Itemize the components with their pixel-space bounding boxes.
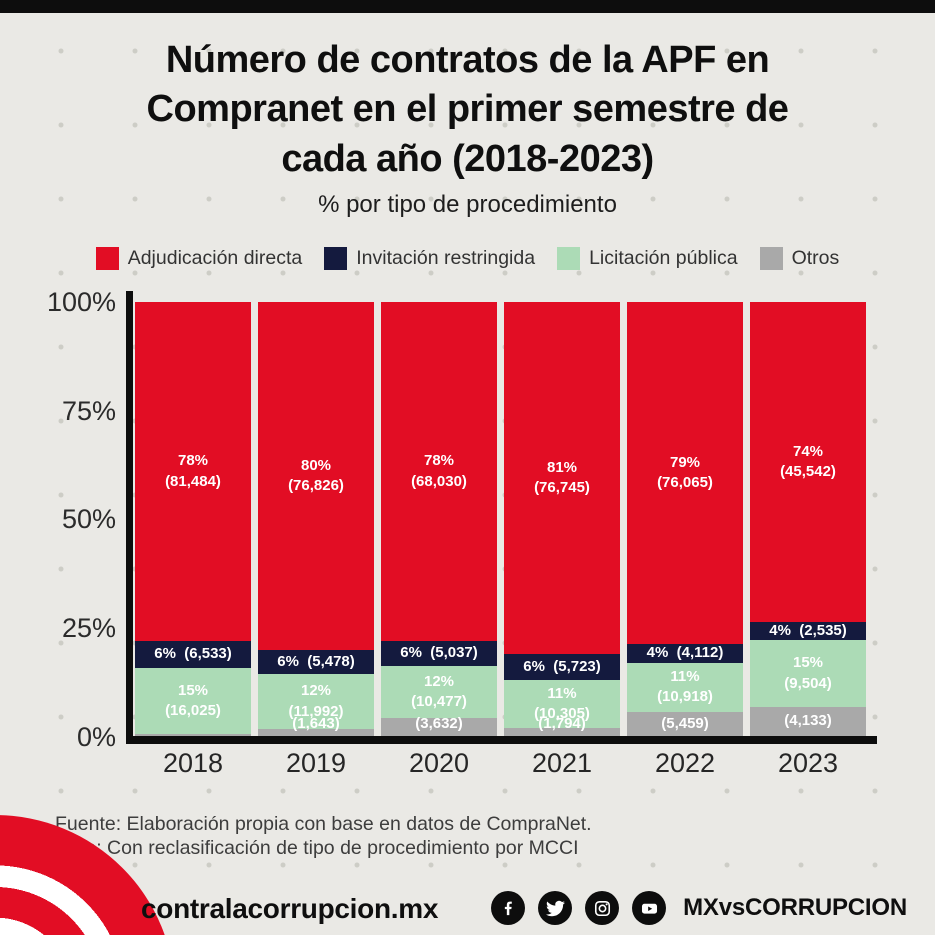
- x-axis-label-2018: 2018: [162, 748, 224, 778]
- page-title-line-1: Número de contratos de la APF en: [165, 39, 770, 81]
- page-title-line-3: cada año (2018-2023): [281, 137, 654, 180]
- legend-swatch-licitacion-publica: [557, 247, 581, 270]
- legend: Adjudicación directa Invitación restringi…: [0, 247, 935, 270]
- segment-adjudicacion-directa-2020: 78% (68,030): [381, 302, 497, 641]
- segment-label: 11% (10,918): [657, 667, 713, 706]
- segment-otros-2022: (5,459): [627, 711, 743, 736]
- source-text: Fuente: Elaboración propia con base en d…: [55, 813, 592, 835]
- segment-otros-2018: [135, 734, 251, 736]
- y-axis-tick-75: 75%: [61, 396, 116, 426]
- segment-otros-2019: (1,643): [258, 715, 374, 736]
- segment-otros-2023: (4,133): [750, 706, 866, 736]
- y-axis-tick-50: 50%: [61, 504, 116, 534]
- segment-licitacion-publica-2021: 11% (10,305): [504, 680, 620, 728]
- source-note: Fuente: Elaboración propia con base en d…: [55, 812, 592, 861]
- segment-label: 4% (2,535): [769, 622, 847, 640]
- segment-label: 78% (81,484): [165, 452, 221, 490]
- note-text: Nota: Con reclasificación de tipo de pro…: [55, 837, 579, 860]
- segment-label: (1,794): [538, 714, 586, 732]
- y-axis-tick-25: 25%: [61, 613, 116, 643]
- segment-label: 12% (11,992): [288, 682, 344, 720]
- legend-swatch-invitacion-restringida: [324, 247, 348, 270]
- segment-invitacion-restringida-2019: 6% (5,478): [258, 649, 374, 675]
- social-handle: MXvsCORRUPCION: [683, 894, 907, 921]
- segment-adjudicacion-directa-2023: 74% (45,542): [750, 302, 866, 623]
- bar-2019: 80% (76,826) 6% (5,478) 12% (11,992) (1,643): [258, 302, 374, 736]
- segment-label: 80% (76,826): [288, 456, 344, 494]
- segment-invitacion-restringida-2022: 4% (4,112): [627, 643, 743, 663]
- segment-invitacion-restringida-2018: 6% (6,533): [135, 640, 251, 668]
- legend-swatch-otros: [759, 247, 783, 270]
- segment-label: 15% (9,504): [784, 654, 832, 692]
- segment-adjudicacion-directa-2021: 81% (76,745): [504, 302, 620, 655]
- segment-licitacion-publica-2020: 12% (10,477): [381, 665, 497, 718]
- stacked-bars: 78% (81,484) 6% (6,533) 15% (16,025) 80% (76,8…: [135, 302, 866, 736]
- bar-2018: 78% (81,484) 6% (6,533) 15% (16,025): [135, 302, 251, 736]
- segment-label: (1,643): [292, 714, 340, 732]
- website-text: contralacorrupcion.mx: [141, 893, 439, 924]
- youtube-icon: [632, 891, 667, 925]
- segment-label: 81% (76,745): [534, 458, 590, 497]
- instagram-icon: [585, 891, 620, 925]
- segment-label: 6% (5,478): [277, 652, 355, 670]
- segment-label: (4,133): [784, 712, 832, 730]
- top-black-strip: [0, 0, 935, 13]
- segment-label: 74% (45,542): [780, 442, 836, 481]
- bar-2020: 78% (68,030) 6% (5,037) 12% (10,477) (3,632): [381, 302, 497, 736]
- segment-label: 6% (6,533): [154, 645, 232, 663]
- segment-adjudicacion-directa-2022: 79% (76,065): [627, 302, 743, 644]
- social-bar: MXvsCORRUPCION: [491, 891, 907, 925]
- segment-invitacion-restringida-2023: 4% (2,535): [750, 622, 866, 641]
- segment-label: 12% (10,477): [411, 672, 467, 710]
- page-title: Número de contratos de la APF en Compran…: [0, 36, 935, 184]
- segment-label: 15% (16,025): [165, 681, 221, 720]
- segment-otros-2020: (3,632): [381, 715, 497, 736]
- segment-licitacion-publica-2022: 11% (10,918): [627, 662, 743, 712]
- x-axis-label-2021: 2021: [531, 748, 593, 778]
- bar-2021: 81% (76,745) 6% (5,723) 11% (10,305) (1,794): [504, 302, 620, 736]
- segment-label: 79% (76,065): [657, 453, 713, 491]
- y-axis-tick-100: 100%: [46, 287, 116, 317]
- segment-adjudicacion-directa-2019: 80% (76,826): [258, 302, 374, 650]
- segment-label: 78% (68,030): [411, 452, 467, 490]
- legend-item-otros: Otros: [759, 247, 840, 270]
- segment-label: 11% (10,305): [534, 684, 590, 723]
- bar-2022: 79% (76,065) 4% (4,112) 11% (10,918) (5,459): [627, 302, 743, 736]
- segment-label: 4% (4,112): [646, 644, 724, 662]
- x-axis-label-2022: 2022: [654, 748, 716, 778]
- segment-invitacion-restringida-2021: 6% (5,723): [504, 654, 620, 681]
- x-axis-line: [126, 736, 877, 744]
- segment-licitacion-publica-2019: 12% (11,992): [258, 674, 374, 729]
- segment-invitacion-restringida-2020: 6% (5,037): [381, 640, 497, 666]
- legend-item-licitacion-publica: Licitación pública: [557, 247, 738, 270]
- x-axis-label-2023: 2023: [777, 748, 839, 778]
- legend-item-adjudicacion-directa: Adjudicación directa: [95, 247, 303, 270]
- legend-swatch-adjudicacion-directa: [95, 247, 119, 270]
- segment-licitacion-publica-2023: 15% (9,504): [750, 640, 866, 707]
- segment-label: 6% (5,037): [400, 643, 478, 661]
- twitter-icon: [538, 891, 573, 925]
- segment-otros-2021: (1,794): [504, 715, 620, 736]
- x-axis-label-2019: 2019: [285, 748, 347, 778]
- legend-label: Licitación pública: [589, 247, 738, 269]
- segment-label: (5,459): [661, 714, 709, 732]
- segment-licitacion-publica-2018: 15% (16,025): [135, 667, 251, 735]
- x-axis-labels: 2018 2019 2020 2021 2022 2023: [135, 748, 866, 779]
- page-title-line-2: Compranet en el primer semestre de: [146, 88, 789, 131]
- facebook-icon: [491, 891, 526, 925]
- segment-label: (3,632): [415, 714, 463, 732]
- y-axis-tick-0: 0%: [76, 722, 116, 752]
- y-axis-line: [126, 291, 133, 744]
- legend-label: Otros: [791, 247, 840, 269]
- legend-item-invitacion-restringida: Invitación restringida: [324, 247, 535, 270]
- x-axis-label-2020: 2020: [408, 748, 470, 778]
- page-subtitle: % por tipo de procedimiento: [318, 191, 617, 218]
- segment-adjudicacion-directa-2018: 78% (81,484): [135, 302, 251, 641]
- bar-2023: 74% (45,542) 4% (2,535) 15% (9,504) (4,133): [750, 302, 866, 736]
- legend-label: Invitación restringida: [356, 247, 536, 269]
- segment-label: 6% (5,723): [523, 658, 601, 676]
- legend-label: Adjudicación directa: [127, 247, 303, 269]
